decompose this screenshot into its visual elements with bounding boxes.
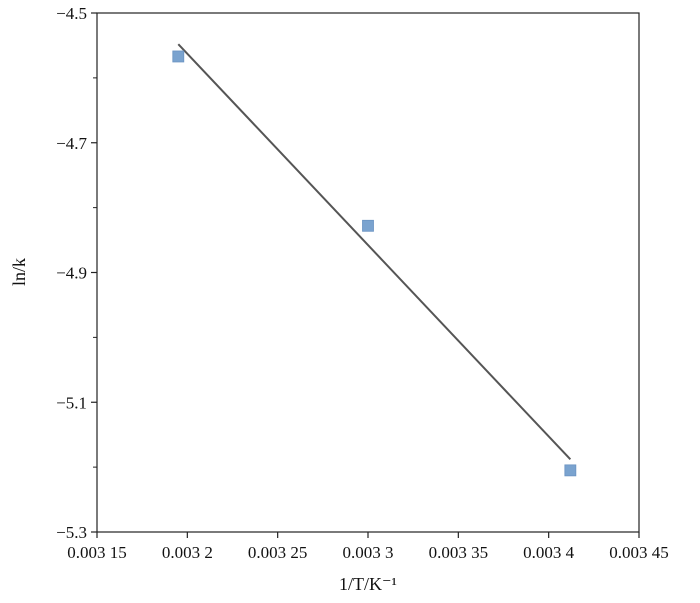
- y-axis-label: ln/k: [9, 258, 29, 286]
- x-axis-label: 1/T/K⁻¹: [339, 574, 397, 594]
- data-point: [564, 464, 577, 477]
- plot-frame: [96, 12, 640, 533]
- x-tick-label: 0.003 15: [67, 543, 127, 562]
- y-tick-label: −4.9: [56, 264, 87, 283]
- y-tick-label: −4.7: [56, 134, 87, 153]
- x-tick-label: 0.003 2: [162, 543, 213, 562]
- x-tick-label: 0.003 4: [523, 543, 575, 562]
- data-points: [172, 50, 577, 477]
- x-tick-label: 0.003 45: [609, 543, 669, 562]
- fit-line: [177, 43, 572, 461]
- x-tick-label: 0.003 25: [248, 543, 308, 562]
- fit-line-group: [177, 43, 572, 461]
- data-point: [172, 50, 185, 63]
- y-axis-ticks: −4.5 −4.7 −4.9 −5.1 −5.3: [56, 4, 97, 542]
- x-tick-label: 0.003 3: [343, 543, 394, 562]
- y-tick-label: −4.5: [56, 4, 87, 23]
- x-axis-ticks: 0.003 15 0.003 2 0.003 25 0.003 3 0.003 35 0.…: [67, 532, 669, 562]
- y-tick-label: −5.3: [56, 523, 87, 542]
- y-tick-label: −5.1: [56, 393, 87, 412]
- x-tick-label: 0.003 35: [429, 543, 489, 562]
- data-point: [362, 219, 374, 232]
